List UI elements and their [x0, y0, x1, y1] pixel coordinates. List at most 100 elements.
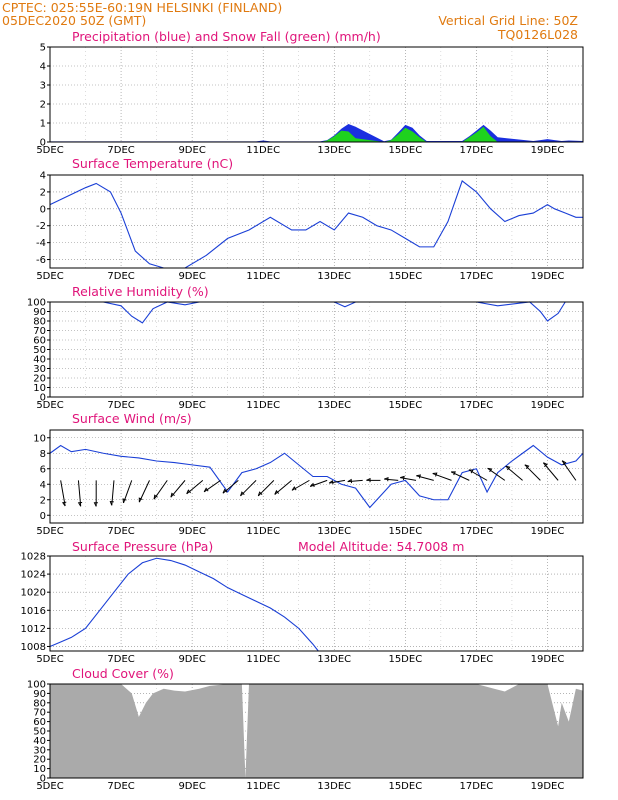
precip-xtick: 11DEC [246, 145, 280, 156]
wind-arrow-head [328, 479, 334, 485]
wind-arrow-head [122, 498, 127, 503]
precip-xtick: 9DEC [178, 145, 205, 156]
precip-ytick: 5 [40, 43, 46, 54]
temp-title: Surface Temperature (nC) [72, 156, 233, 171]
precip-series-snow-fall [50, 126, 583, 142]
pressure-xtick: 13DEC [317, 654, 351, 665]
temp-xtick: 7DEC [107, 271, 134, 282]
wind-arrow [291, 479, 310, 491]
cloud-xtick: 11DEC [246, 781, 280, 792]
temp-xtick: 13DEC [317, 271, 351, 282]
wind-arrow-head [561, 460, 567, 466]
precip-ytick: 1 [40, 119, 46, 130]
pressure-xtick: 19DEC [531, 654, 565, 665]
temp-xtick: 19DEC [531, 271, 565, 282]
temp-frame [49, 174, 584, 269]
pressure-line [49, 557, 319, 652]
wind-arrow-head [384, 476, 389, 482]
cloud-xtick: 17DEC [460, 781, 494, 792]
cloud-cover-area [50, 684, 583, 778]
wind-xtick: 9DEC [178, 526, 205, 537]
cloud-xtick: 15DEC [388, 781, 422, 792]
wind-frame [49, 429, 584, 524]
temp-ytick: 2 [40, 187, 46, 198]
wind-arrow-head [432, 472, 438, 477]
precip-xtick: 19DEC [531, 145, 565, 156]
header-grid-note: Vertical Grid Line: 50Z [438, 13, 578, 28]
wind-arrow-head [416, 474, 421, 479]
wind-xtick: 17DEC [460, 526, 494, 537]
humidity-xtick: 11DEC [246, 400, 280, 411]
precip-frame [49, 46, 584, 143]
temp-xtick: 17DEC [460, 271, 494, 282]
wind-arrow-head [347, 478, 352, 484]
pressure-ytick: 1028 [21, 552, 46, 563]
wind-arrow-head [291, 486, 297, 491]
wind-arrow [347, 479, 363, 483]
precip-xtick: 17DEC [460, 145, 494, 156]
cloud-ytick: 30 [33, 745, 46, 756]
pressure-ytick: 1016 [21, 606, 46, 617]
wind-arrow [384, 478, 399, 481]
humidity-ytick: 90 [33, 307, 46, 318]
temp-ytick: -2 [36, 221, 46, 232]
humidity-xtick: 19DEC [531, 400, 565, 411]
wind-arrow-head [400, 475, 405, 481]
wind-arrow [77, 480, 82, 507]
wind-ytick: 0 [40, 511, 46, 522]
pressure-ytick: 1012 [21, 624, 46, 635]
wind-arrow-head [222, 488, 228, 494]
cloud-title: Cloud Cover (%) [72, 666, 174, 681]
cloud-ytick: 100 [27, 680, 46, 691]
temp-xtick: 15DEC [388, 271, 422, 282]
wind-arrow-head [170, 492, 175, 498]
humidity-xtick: 13DEC [317, 400, 351, 411]
temp-ytick: -6 [36, 255, 46, 266]
wind-arrow [416, 475, 434, 481]
cloud-ytick: 50 [33, 727, 46, 738]
temp-xtick: 9DEC [178, 271, 205, 282]
model-altitude-label: Model Altitude: 54.7008 m [298, 539, 464, 554]
wind-arrow-head [257, 491, 263, 497]
cloud-xtick: 19DEC [531, 781, 565, 792]
wind-ytick: 8 [40, 449, 46, 460]
temp-line [49, 180, 583, 269]
humidity-ytick: 80 [33, 317, 46, 328]
pressure-xtick: 17DEC [460, 654, 494, 665]
humidity-ytick: 70 [33, 326, 46, 337]
pressure-title: Surface Pressure (hPa) [72, 539, 213, 554]
wind-arrow-head [451, 471, 456, 476]
wind-xtick: 5DEC [36, 526, 63, 537]
precip-xtick: 13DEC [317, 145, 351, 156]
wind-arrow [432, 473, 452, 481]
wind-arrow [203, 479, 221, 493]
humidity-ytick: 10 [33, 383, 46, 394]
humidity-xtick: 5DEC [36, 400, 63, 411]
wind-arrow-head [153, 494, 158, 500]
header-model-code: TQ0126L028 [497, 27, 578, 42]
humidity-line [50, 301, 583, 324]
precip-ytick: 3 [40, 81, 46, 92]
humidity-xtick: 7DEC [107, 400, 134, 411]
header-date: 05DEC2020 50Z (GMT) [2, 13, 146, 28]
pressure-frame [49, 555, 584, 652]
wind-ytick: 10 [33, 433, 46, 444]
cloud-ytick: 20 [33, 755, 46, 766]
wind-arrow-head [186, 489, 191, 495]
wind-arrow [310, 479, 328, 488]
pressure-ytick: 1020 [21, 588, 46, 599]
wind-xtick: 11DEC [246, 526, 280, 537]
wind-arrow-head [468, 469, 474, 474]
wind-arrow-head [366, 477, 371, 483]
temp-ytick: -4 [36, 238, 46, 249]
wind-arrow-head [543, 462, 548, 468]
wind-arrow [111, 480, 115, 506]
humidity-ytick: 30 [33, 364, 46, 375]
wind-arrow-head [487, 467, 493, 473]
pressure-ytick: 1024 [21, 570, 46, 581]
wind-arrow-head [309, 482, 315, 488]
pressure-ytick: 1008 [21, 642, 46, 653]
temp-xtick: 5DEC [36, 271, 63, 282]
cloud-xtick: 5DEC [36, 781, 63, 792]
